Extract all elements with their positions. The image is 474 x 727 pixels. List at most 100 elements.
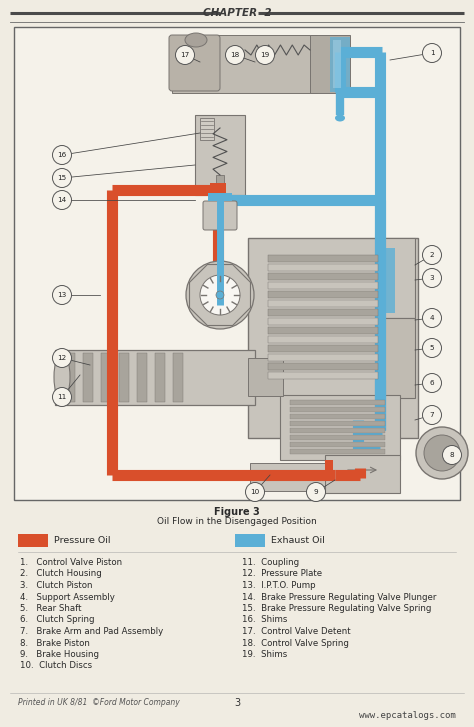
Text: Pressure Oil: Pressure Oil — [54, 536, 110, 545]
Circle shape — [443, 446, 462, 465]
Text: 2: 2 — [430, 252, 434, 258]
Text: 17.  Control Valve Detent: 17. Control Valve Detent — [242, 627, 351, 636]
Text: 1.   Control Valve Piston: 1. Control Valve Piston — [20, 558, 122, 567]
Bar — [290, 421, 385, 426]
Bar — [280, 395, 400, 460]
Bar — [268, 300, 378, 307]
Circle shape — [422, 246, 441, 265]
Circle shape — [422, 339, 441, 358]
Text: 18: 18 — [230, 52, 240, 58]
Ellipse shape — [185, 33, 207, 47]
Text: 13.  I.P.T.O. Pump: 13. I.P.T.O. Pump — [242, 581, 316, 590]
Text: 7: 7 — [430, 412, 434, 418]
Text: 3.   Clutch Piston: 3. Clutch Piston — [20, 581, 92, 590]
Circle shape — [307, 483, 326, 502]
Circle shape — [216, 291, 224, 299]
Text: 4.   Support Assembly: 4. Support Assembly — [20, 593, 115, 601]
Bar — [268, 336, 378, 343]
Bar — [290, 435, 385, 440]
Text: 18.  Control Valve Spring: 18. Control Valve Spring — [242, 638, 349, 648]
Circle shape — [422, 406, 441, 425]
Text: 19.  Shims: 19. Shims — [242, 650, 287, 659]
Text: 17: 17 — [181, 52, 190, 58]
Text: 2.   Clutch Housing: 2. Clutch Housing — [20, 569, 102, 579]
Bar — [290, 400, 385, 405]
Text: 7.   Brake Arm and Pad Assembly: 7. Brake Arm and Pad Assembly — [20, 627, 163, 636]
Bar — [333, 40, 341, 88]
Bar — [268, 273, 378, 280]
Bar — [268, 327, 378, 334]
Bar — [208, 193, 232, 201]
Bar — [268, 255, 378, 262]
Bar — [250, 463, 325, 491]
Bar — [55, 350, 255, 405]
Bar — [268, 354, 378, 361]
Bar — [216, 175, 224, 195]
Circle shape — [255, 46, 274, 65]
Circle shape — [53, 286, 72, 305]
Bar — [155, 353, 165, 402]
Bar — [101, 353, 111, 402]
Bar — [83, 353, 93, 402]
Text: 12: 12 — [57, 355, 67, 361]
Bar — [290, 442, 385, 447]
Bar — [310, 35, 350, 93]
Circle shape — [53, 190, 72, 209]
Bar — [137, 353, 147, 402]
Text: 5: 5 — [430, 345, 434, 351]
Bar — [290, 414, 385, 419]
Bar — [119, 353, 129, 402]
Circle shape — [422, 44, 441, 63]
Text: 3: 3 — [234, 698, 240, 708]
Bar — [290, 449, 385, 454]
Text: 15.  Brake Pressure Regulating Valve Spring: 15. Brake Pressure Regulating Valve Spri… — [242, 604, 431, 613]
Text: 13: 13 — [57, 292, 67, 298]
Bar — [235, 534, 265, 547]
Text: 6: 6 — [430, 380, 434, 386]
Text: 16: 16 — [57, 152, 67, 158]
Bar — [325, 460, 333, 475]
Text: 12.  Pressure Plate: 12. Pressure Plate — [242, 569, 322, 579]
Circle shape — [416, 427, 468, 479]
Bar — [268, 309, 378, 316]
Text: Figure 3: Figure 3 — [214, 507, 260, 517]
Text: 8.   Brake Piston: 8. Brake Piston — [20, 638, 90, 648]
Circle shape — [422, 374, 441, 393]
Text: CHAPTER  2: CHAPTER 2 — [203, 8, 271, 18]
Bar — [268, 345, 378, 352]
Bar — [248, 358, 283, 396]
Ellipse shape — [335, 114, 345, 121]
Bar — [290, 428, 385, 433]
Bar — [210, 183, 226, 198]
Text: 9: 9 — [314, 489, 319, 495]
Circle shape — [422, 268, 441, 287]
Bar — [195, 115, 245, 195]
Circle shape — [424, 435, 460, 471]
Circle shape — [175, 46, 194, 65]
Text: 5.   Rear Shaft: 5. Rear Shaft — [20, 604, 82, 613]
FancyBboxPatch shape — [203, 201, 237, 230]
Circle shape — [53, 348, 72, 368]
Text: 4: 4 — [430, 315, 434, 321]
Bar — [383, 248, 395, 313]
Text: 10.  Clutch Discs: 10. Clutch Discs — [20, 662, 92, 670]
Bar — [268, 363, 378, 370]
Circle shape — [53, 169, 72, 188]
Text: 6.   Clutch Spring: 6. Clutch Spring — [20, 616, 94, 624]
Bar — [330, 37, 350, 92]
Text: 16.  Shims: 16. Shims — [242, 616, 287, 624]
Bar — [380, 238, 415, 318]
Text: 9.   Brake Housing: 9. Brake Housing — [20, 650, 99, 659]
Circle shape — [422, 308, 441, 327]
Text: www.epcatalogs.com: www.epcatalogs.com — [359, 711, 456, 720]
Bar — [18, 534, 48, 547]
Bar — [268, 291, 378, 298]
Bar — [290, 407, 385, 412]
Circle shape — [246, 483, 264, 502]
Text: 10: 10 — [250, 489, 260, 495]
Text: 14: 14 — [57, 197, 67, 203]
Circle shape — [186, 261, 254, 329]
Bar — [65, 353, 75, 402]
Text: Printed in UK 8/81  ©Ford Motor Company: Printed in UK 8/81 ©Ford Motor Company — [18, 698, 180, 707]
Text: Oil Flow in the Disengaged Position: Oil Flow in the Disengaged Position — [157, 517, 317, 526]
